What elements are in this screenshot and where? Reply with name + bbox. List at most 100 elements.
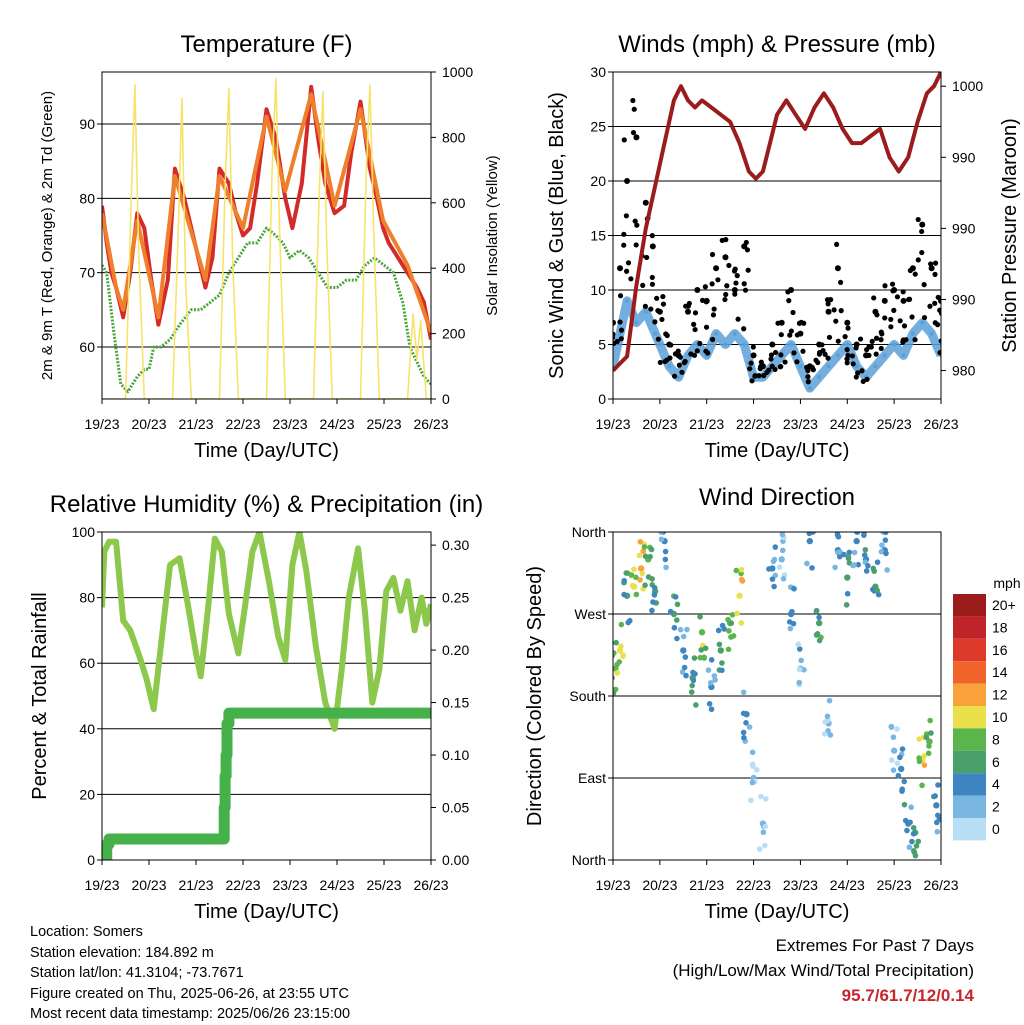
data-point <box>928 265 935 272</box>
data-point <box>613 690 617 696</box>
data-point <box>845 554 852 560</box>
data-point <box>838 308 844 314</box>
data-point <box>844 360 850 366</box>
data-point <box>752 373 758 379</box>
plot-frame <box>101 71 432 400</box>
data-point <box>657 359 663 366</box>
data-point <box>928 730 934 736</box>
data-point <box>749 749 756 756</box>
y-tick-label-right: 990 <box>952 291 976 307</box>
data-point <box>613 639 619 646</box>
data-point <box>681 664 688 671</box>
data-point <box>662 358 668 365</box>
data-point <box>883 550 889 557</box>
data-point <box>631 106 637 112</box>
x-tick-label: 24/23 <box>830 877 865 893</box>
data-point <box>855 561 862 568</box>
data-point <box>825 308 832 315</box>
data-point <box>680 633 687 640</box>
data-point <box>919 249 925 256</box>
data-point <box>613 335 616 341</box>
x-tick-label: 20/23 <box>642 877 677 893</box>
data-point <box>732 291 738 297</box>
data-point <box>861 552 868 558</box>
data-point <box>623 213 629 219</box>
data-point <box>817 375 822 380</box>
data-point <box>642 553 649 560</box>
data-point <box>758 363 764 370</box>
series-line <box>102 532 431 732</box>
data-point <box>884 567 890 573</box>
colorbar-label: 18 <box>992 619 1008 635</box>
data-point <box>921 753 927 759</box>
data-point <box>639 570 646 577</box>
data-point <box>771 583 777 590</box>
data-point <box>853 345 859 351</box>
data-point <box>853 537 860 545</box>
data-point <box>882 353 887 358</box>
y-tick-label-right: 0.20 <box>442 642 469 658</box>
data-point <box>742 287 749 293</box>
data-point <box>805 379 811 385</box>
data-point <box>919 228 925 235</box>
y-tick-label: South <box>569 688 606 704</box>
colorbar-label: 10 <box>992 709 1008 725</box>
data-point <box>906 844 913 851</box>
data-point <box>641 544 648 550</box>
data-point <box>733 567 740 574</box>
data-point <box>694 348 700 354</box>
x-tick-label: 22/23 <box>736 416 771 432</box>
data-point <box>826 364 831 369</box>
data-point <box>672 351 679 357</box>
x-tick-label: 21/23 <box>178 877 213 893</box>
data-point <box>684 626 690 633</box>
data-point <box>787 625 794 632</box>
data-point <box>715 627 722 634</box>
data-point <box>870 586 876 593</box>
data-point <box>694 287 701 293</box>
data-point <box>794 332 800 338</box>
data-point <box>909 314 915 320</box>
colorbar-swatch <box>953 683 986 706</box>
data-point <box>910 331 915 336</box>
data-point <box>775 320 781 326</box>
data-point <box>766 367 772 373</box>
data-point <box>649 281 656 287</box>
y-tick-label: 0 <box>87 852 95 868</box>
data-point <box>621 242 627 248</box>
y-tick-label: 30 <box>590 64 606 80</box>
data-point <box>762 823 769 830</box>
data-point <box>740 689 747 696</box>
colorbar-swatch <box>953 728 986 751</box>
data-point <box>916 758 923 765</box>
y-tick-label: 80 <box>79 590 95 606</box>
y-tick-label: 40 <box>79 721 95 737</box>
x-tick-label: 19/23 <box>84 416 119 432</box>
data-point <box>790 309 796 316</box>
data-point <box>870 565 877 572</box>
data-point <box>869 338 875 345</box>
x-tick-label: 24/23 <box>319 877 354 893</box>
data-point <box>800 348 806 354</box>
data-point <box>750 352 757 359</box>
data-point <box>873 335 880 341</box>
data-point <box>832 564 838 571</box>
colorbar-label: 8 <box>992 731 1000 747</box>
data-point <box>915 838 922 845</box>
station-info: Location: Somers Station elevation: 184.… <box>30 922 350 1025</box>
data-point <box>729 611 736 618</box>
chart-temperature: Temperature (F) 60 70 80 90 0 200 400 600 800 1000… <box>39 31 501 462</box>
data-point <box>680 647 687 654</box>
data-point <box>798 319 804 325</box>
plot-area <box>613 72 941 393</box>
y-axis-right: 0.00 0.05 0.10 0.15 0.20 0.25 0.30 <box>431 537 469 868</box>
y-axis-label: Percent & Total Rainfall <box>29 592 51 800</box>
data-point <box>844 590 851 597</box>
data-point <box>890 747 898 754</box>
data-point <box>890 767 897 773</box>
y-tick-label-right: 800 <box>442 129 466 145</box>
data-point <box>834 241 840 248</box>
data-point <box>732 331 737 336</box>
y-tick-label-right: 400 <box>442 260 466 276</box>
data-point <box>725 646 732 653</box>
